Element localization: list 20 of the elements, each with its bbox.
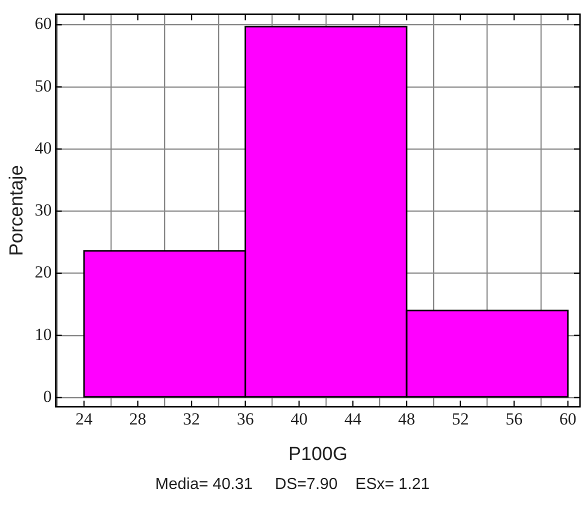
y-tick-label: 0 [43,386,52,406]
y-tick-label: 10 [34,324,52,344]
y-tick-label: 30 [34,200,52,220]
x-tick-label: 60 [559,409,576,428]
y-axis-title: Porcentaje [6,165,28,256]
y-tick-label: 60 [34,14,52,34]
x-tick-label: 40 [290,409,308,428]
y-tick-label: 40 [34,138,52,158]
x-tick-label: 44 [344,409,362,428]
x-tick-label: 52 [452,409,469,428]
x-tick-label: 28 [129,409,146,428]
text: Media= 40.31 DS=7.90 ESx= 1.21 [154,476,431,494]
x-tick-label: 24 [76,409,94,428]
x-tick-label: 32 [183,409,200,428]
x-tick-label: 36 [236,409,254,428]
x-axis-title: P100G [288,444,348,465]
y-tick-label: 20 [34,262,52,282]
x-tick-label: 48 [398,409,416,428]
y-tick-label: 50 [34,76,52,96]
x-tick-label: 56 [506,409,523,428]
